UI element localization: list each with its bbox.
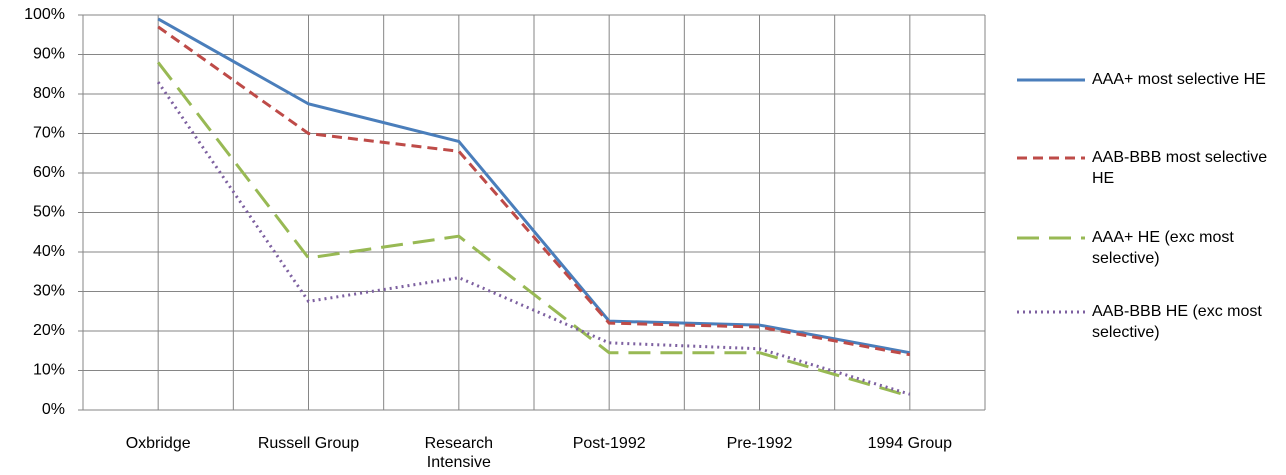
- series-line: [157, 25, 911, 357]
- series-line: [156, 81, 911, 396]
- x-tick-label: Pre-1992: [726, 435, 793, 452]
- y-tick-label: 70%: [33, 125, 65, 142]
- y-tick-label: 20%: [33, 322, 65, 339]
- legend-label: AAA+ HE (exc most selective): [1092, 229, 1234, 267]
- legend-label: AAA+ most selective HE: [1092, 71, 1266, 88]
- x-tick-label: Post-1992: [572, 435, 646, 452]
- y-tick-label: 30%: [33, 283, 65, 300]
- x-tick-label: Russell Group: [257, 435, 360, 452]
- legend-label: AAB-BBB HE (exc most selective): [1092, 303, 1262, 341]
- y-tick-label: 100%: [24, 6, 65, 23]
- x-tick-label: 1994 Group: [867, 435, 953, 452]
- y-tick-label: 10%: [33, 362, 65, 379]
- y-tick-label: 50%: [33, 204, 65, 221]
- y-tick-label: 80%: [33, 85, 65, 102]
- y-tick-label: 60%: [33, 164, 65, 181]
- y-tick-label: 0%: [42, 401, 65, 418]
- series-line: [156, 61, 911, 398]
- y-tick-label: 40%: [33, 243, 65, 260]
- legend-label: AAB-BBB most selective HE: [1092, 149, 1268, 187]
- x-tick-label: Oxbridge: [125, 435, 191, 452]
- y-tick-label: 90%: [33, 46, 65, 63]
- series-line: [157, 17, 911, 355]
- x-tick-label: Research Intensive: [424, 435, 494, 471]
